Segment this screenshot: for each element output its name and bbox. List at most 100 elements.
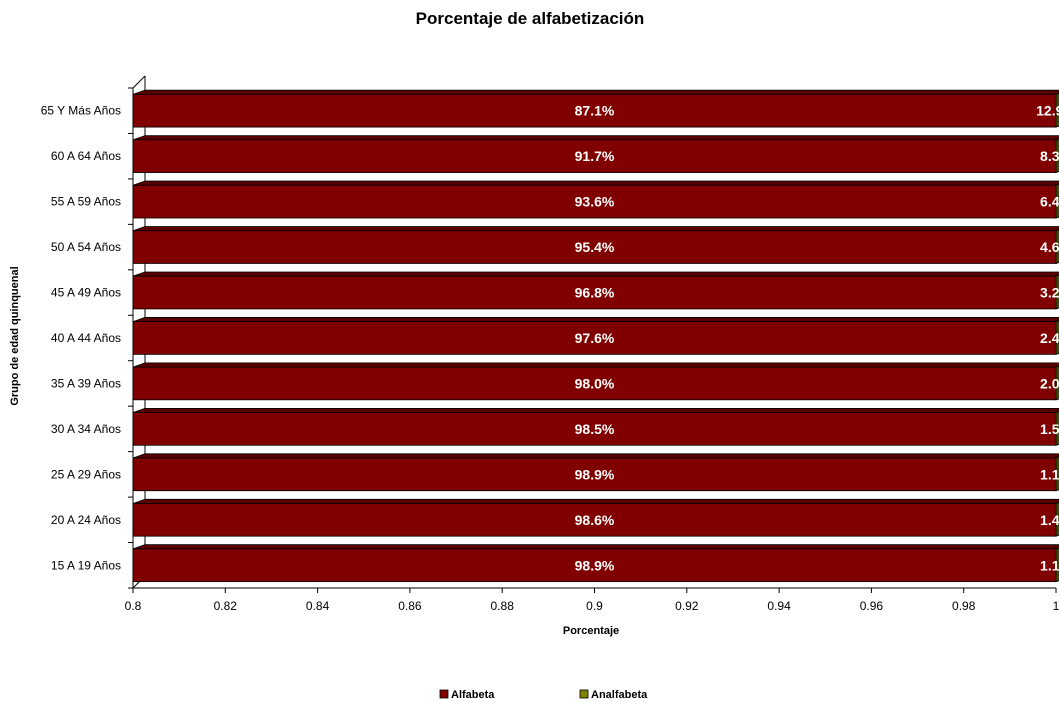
- bar-top-face: [132, 453, 1059, 459]
- bar-front-face: [132, 184, 1057, 219]
- bar-alfabeta: 98.9%: [132, 453, 1059, 492]
- y-tick-label: 30 A 34 Años: [51, 422, 121, 436]
- data-label: 95.4%: [575, 239, 615, 255]
- x-tick-label: 0.92: [675, 599, 699, 613]
- bar-front-face: [132, 548, 1057, 583]
- bar-front-face: [132, 230, 1057, 264]
- bar-analfabeta: 1.4%: [1040, 501, 1059, 537]
- bar-side-face: [1055, 138, 1059, 174]
- x-axis-title: Porcentaje: [563, 625, 619, 637]
- bar-top-face: [132, 407, 1059, 413]
- data-label: 96.8%: [575, 285, 615, 301]
- bar-front-face: [132, 412, 1057, 446]
- bar-front-face: [132, 503, 1057, 537]
- bar-top-face: [132, 271, 1059, 277]
- ticks-layer: 65 Y Más Años 60 A 64 Años 55 A 59 Años 50 …: [41, 104, 1059, 613]
- y-tick-label: 35 A 39 Años: [51, 376, 121, 390]
- data-label: 98.0%: [575, 375, 615, 391]
- bar-alfabeta: 98.9%: [132, 544, 1059, 583]
- x-tick-label: 0.94: [767, 599, 791, 613]
- y-tick-label: 20 A 24 Años: [51, 513, 121, 527]
- chart-title: Porcentaje de alfabetización: [416, 9, 645, 28]
- bar-alfabeta: 95.4%: [132, 226, 1059, 265]
- y-tick-label: 15 A 19 Años: [51, 558, 121, 572]
- bar-analfabeta: 1.1%: [1040, 547, 1059, 583]
- legend-item-analfabeta: Analfabeta: [579, 689, 648, 701]
- y-tick-label: 60 A 64 Años: [51, 149, 121, 163]
- legend-swatch: [439, 689, 449, 699]
- bar-analfabeta: 1.5%: [1040, 411, 1059, 446]
- bar-front-face: [132, 275, 1057, 310]
- bar-top-face: [132, 544, 1059, 550]
- bar-front-face: [132, 366, 1057, 401]
- y-tick-label: 45 A 49 Años: [51, 286, 121, 300]
- x-tick-label: 0.9: [586, 599, 603, 613]
- bar-side-face: [1055, 501, 1059, 537]
- data-label: 1.5%: [1040, 421, 1059, 437]
- data-label: 98.9%: [575, 466, 615, 482]
- bar-analfabeta: 6.4%: [1040, 183, 1059, 219]
- axis-corner-top: [132, 75, 146, 89]
- bar-analfabeta: 2.4%: [1040, 320, 1059, 355]
- bars-layer: 87.1% 12.9% 91.7% 8.3% 93.6% 6.4% 95.4% 4.6% 96.…: [132, 89, 1059, 583]
- y-tick-label: 65 Y Más Años: [41, 104, 121, 118]
- bar-top-face: [132, 135, 1059, 141]
- bar-side-face: [1055, 547, 1059, 583]
- bar-analfabeta: 2.0%: [1040, 365, 1059, 401]
- data-label: 3.2%: [1040, 285, 1059, 301]
- bar-side-face: [1055, 411, 1059, 446]
- x-tick-label: 0.96: [860, 599, 884, 613]
- bar-side-face: [1055, 456, 1059, 492]
- data-label: 6.4%: [1040, 194, 1059, 210]
- bar-analfabeta: 12.9%: [1036, 92, 1059, 128]
- bar-alfabeta: 87.1%: [132, 89, 1059, 128]
- bar-top-face: [132, 362, 1059, 368]
- bar-top-face: [132, 180, 1059, 186]
- data-label: 98.9%: [575, 557, 615, 573]
- bar-front-face: [132, 321, 1057, 355]
- bar-front-face: [132, 139, 1057, 173]
- data-label: 98.5%: [575, 421, 615, 437]
- y-tick-label: 25 A 29 Años: [51, 467, 121, 481]
- x-tick-label: 0.84: [306, 599, 330, 613]
- x-tick-label: 0.88: [491, 599, 515, 613]
- data-label: 4.6%: [1040, 239, 1059, 255]
- bar-top-face: [132, 89, 1059, 95]
- legend: Alfabeta Analfabeta: [439, 689, 648, 701]
- data-label: 2.4%: [1040, 330, 1059, 346]
- x-tick-label: 0.8: [125, 599, 142, 613]
- bar-top-face: [132, 498, 1059, 504]
- bar-analfabeta: 1.1%: [1040, 456, 1059, 492]
- data-label: 1.4%: [1040, 512, 1059, 528]
- bar-analfabeta: 3.2%: [1040, 274, 1059, 310]
- bar-side-face: [1055, 183, 1059, 219]
- x-tick-label: 0.86: [398, 599, 422, 613]
- bar-analfabeta: 8.3%: [1040, 138, 1059, 174]
- y-axis-title: Grupo de edad quinquenal: [9, 266, 21, 405]
- data-label: 1.1%: [1040, 466, 1059, 482]
- legend-label: Alfabeta: [451, 689, 495, 701]
- bar-alfabeta: 96.8%: [132, 271, 1059, 310]
- bar-side-face: [1055, 274, 1059, 310]
- bar-alfabeta: 98.0%: [132, 362, 1059, 401]
- bar-alfabeta: 98.5%: [132, 407, 1059, 446]
- bar-front-face: [132, 457, 1057, 492]
- bar-alfabeta: 91.7%: [132, 135, 1059, 174]
- bar-side-face: [1055, 320, 1059, 355]
- bar-side-face: [1055, 92, 1059, 128]
- data-label: 87.1%: [575, 103, 615, 119]
- data-label: 1.1%: [1040, 557, 1059, 573]
- bar-alfabeta: 98.6%: [132, 498, 1059, 537]
- bar-alfabeta: 97.6%: [132, 317, 1059, 355]
- x-tick-label: 0.98: [952, 599, 976, 613]
- x-tick-label: 1: [1053, 599, 1059, 613]
- data-label: 98.6%: [575, 512, 615, 528]
- bar-side-face: [1055, 365, 1059, 401]
- data-label: 97.6%: [575, 330, 615, 346]
- y-tick-label: 40 A 44 Años: [51, 331, 121, 345]
- legend-swatch: [579, 689, 589, 699]
- data-label: 2.0%: [1040, 375, 1059, 391]
- x-tick-label: 0.82: [214, 599, 238, 613]
